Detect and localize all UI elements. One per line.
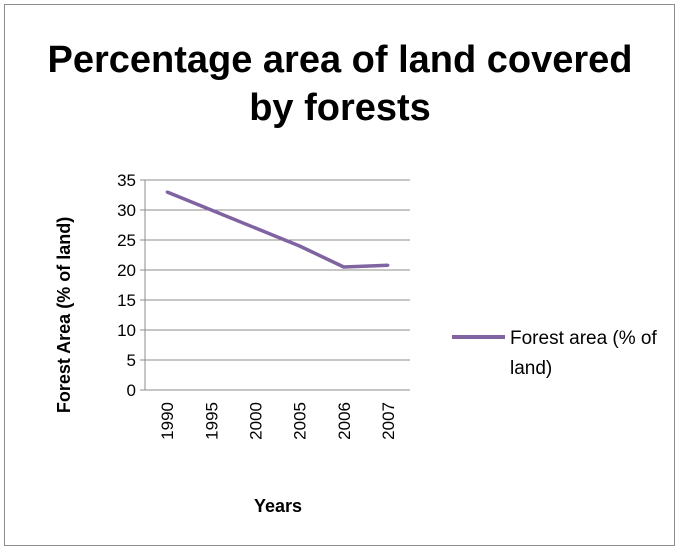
y-tick-label: 25 bbox=[117, 231, 136, 250]
grid-layer bbox=[145, 179, 410, 361]
x-tick-label: 1995 bbox=[202, 402, 221, 440]
x-tick-label: 2006 bbox=[335, 402, 354, 440]
y-tick-label: 0 bbox=[127, 381, 136, 400]
y-tick-label: 20 bbox=[117, 261, 136, 280]
x-tick-label: 2005 bbox=[291, 402, 310, 440]
axis-layer bbox=[140, 179, 410, 391]
chart-frame bbox=[4, 4, 675, 546]
legend-label: Forest area (% of land) bbox=[510, 328, 657, 379]
x-tick-labels: 1990 1995 2000 2005 2006 2007 bbox=[158, 402, 398, 440]
y-axis-title: Forest Area (% of land) bbox=[54, 217, 74, 413]
y-tick-label: 35 bbox=[117, 171, 136, 190]
data-point bbox=[298, 244, 302, 248]
series-line bbox=[166, 190, 388, 269]
series-layer bbox=[165, 190, 390, 269]
data-point bbox=[165, 190, 169, 194]
y-tick-label: 15 bbox=[117, 291, 136, 310]
y-tick-label: 5 bbox=[127, 351, 136, 370]
x-tick-label: 1990 bbox=[158, 402, 177, 440]
data-point bbox=[209, 208, 213, 212]
data-point bbox=[342, 265, 346, 269]
data-point bbox=[386, 263, 390, 267]
x-axis-title: Years bbox=[254, 496, 302, 516]
x-tick-label: 2007 bbox=[379, 402, 398, 440]
x-tick-label: 2000 bbox=[246, 402, 265, 440]
chart-title: Percentage area of land covered by fores… bbox=[47, 39, 633, 129]
y-tick-label: 10 bbox=[117, 321, 136, 340]
y-tick-label: 30 bbox=[117, 201, 136, 220]
data-point bbox=[253, 226, 257, 230]
y-tick-labels: 0 5 10 15 20 25 30 35 bbox=[117, 171, 136, 400]
